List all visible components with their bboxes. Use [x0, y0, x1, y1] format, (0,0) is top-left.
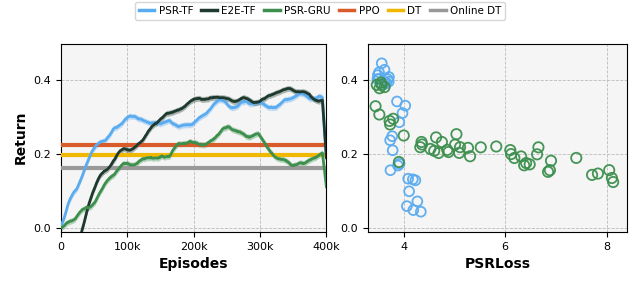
Point: [408, 208, 419, 212]
Point: [388, 148, 398, 153]
Point: [506, 152, 516, 156]
Point: [417, 142, 427, 147]
Point: [380, 85, 390, 89]
Point: [525, 162, 535, 167]
Point: [416, 209, 426, 214]
Point: [400, 103, 410, 108]
Point: [587, 173, 597, 177]
Point: [436, 140, 447, 144]
Point: [392, 99, 402, 104]
Point: [451, 132, 461, 136]
Point: [385, 168, 396, 173]
Point: [372, 77, 383, 81]
Point: [376, 83, 387, 87]
Point: [380, 80, 390, 85]
Point: [374, 86, 385, 90]
Point: [431, 135, 441, 140]
Point: [521, 161, 531, 165]
Y-axis label: Return: Return: [14, 111, 28, 164]
Point: [383, 79, 394, 84]
Point: [417, 140, 427, 144]
Point: [402, 204, 412, 209]
Point: [374, 70, 384, 74]
Point: [442, 148, 452, 152]
Point: [383, 77, 393, 81]
Point: [516, 154, 526, 159]
Point: [607, 176, 617, 180]
Point: [394, 120, 404, 124]
Point: [415, 145, 426, 149]
Point: [410, 178, 420, 183]
Point: [404, 189, 414, 194]
Point: [491, 144, 501, 149]
Point: [532, 152, 542, 157]
Point: [546, 158, 556, 163]
Point: [450, 142, 460, 147]
Point: [543, 170, 553, 174]
Point: [397, 111, 408, 115]
Point: [381, 81, 391, 86]
Point: [476, 145, 486, 149]
Legend: PSR-TF, E2E-TF, PSR-GRU, PPO, DT, Online DT: PSR-TF, E2E-TF, PSR-GRU, PPO, DT, Online…: [135, 3, 505, 20]
Point: [371, 104, 381, 108]
Point: [571, 156, 581, 160]
Point: [380, 67, 390, 72]
Point: [545, 168, 555, 173]
Point: [376, 80, 386, 85]
Point: [505, 148, 515, 152]
Point: [372, 83, 382, 87]
Point: [593, 171, 603, 176]
Point: [429, 149, 439, 153]
Point: [381, 80, 391, 85]
Point: [519, 163, 529, 167]
Point: [385, 122, 396, 127]
Point: [374, 112, 385, 117]
X-axis label: PSRLoss: PSRLoss: [465, 257, 531, 271]
Point: [384, 75, 394, 79]
Point: [376, 61, 387, 65]
Point: [385, 138, 396, 142]
Point: [394, 160, 404, 164]
Point: [465, 154, 475, 158]
Point: [385, 119, 395, 123]
Point: [463, 146, 473, 150]
Point: [387, 134, 397, 139]
Point: [425, 147, 435, 151]
X-axis label: Episodes: Episodes: [159, 257, 228, 271]
Point: [372, 73, 383, 77]
Point: [399, 133, 409, 138]
Point: [374, 77, 384, 81]
Point: [604, 168, 614, 173]
Point: [444, 150, 454, 154]
Point: [433, 151, 444, 155]
Point: [412, 199, 422, 204]
Point: [533, 145, 543, 149]
Point: [394, 162, 404, 166]
Point: [454, 151, 464, 155]
Point: [608, 180, 618, 184]
Point: [388, 117, 398, 121]
Point: [393, 163, 403, 168]
Point: [455, 145, 465, 149]
Point: [403, 176, 413, 181]
Point: [509, 156, 520, 160]
Point: [408, 177, 418, 182]
